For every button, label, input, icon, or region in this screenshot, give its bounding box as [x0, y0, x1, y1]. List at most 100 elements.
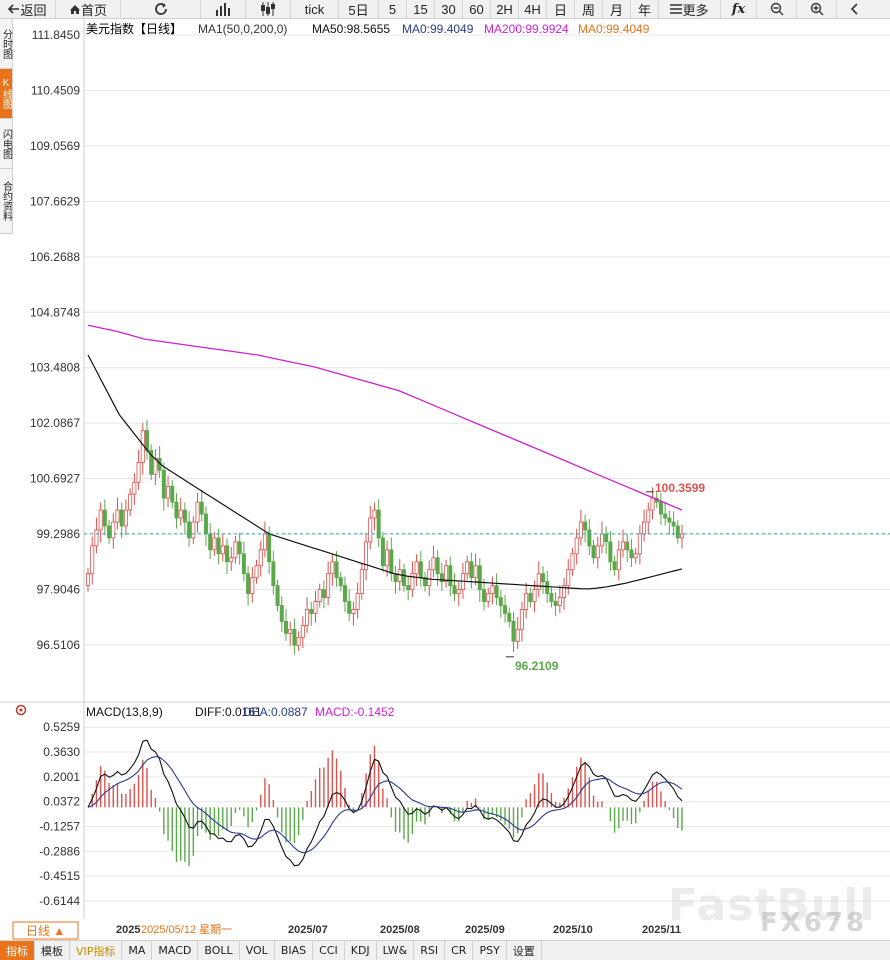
5day-button[interactable]: 5日	[339, 0, 379, 18]
candle-body	[646, 509, 651, 523]
x-tick-label: 2025/11	[642, 924, 681, 936]
candle-body	[658, 501, 663, 515]
candle-body	[229, 557, 234, 563]
candle-body	[376, 509, 381, 539]
5min-button[interactable]: 5	[379, 0, 407, 18]
tab-indicators[interactable]: 指标	[0, 941, 35, 960]
chart-title: 美元指数【日线】	[86, 21, 182, 36]
candle-body	[149, 450, 154, 475]
candle-body	[439, 573, 444, 583]
candle-button[interactable]	[246, 0, 291, 18]
candle-body	[309, 609, 314, 614]
4h-button[interactable]: 4H	[519, 0, 547, 18]
refresh-button[interactable]	[121, 0, 201, 18]
tab-vol[interactable]: VOL	[240, 941, 275, 960]
candle-body	[452, 585, 457, 594]
price-tick-label: 102.0867	[30, 416, 80, 430]
15min-label: 15	[413, 1, 428, 17]
candle-body	[490, 585, 495, 594]
candle-body	[566, 569, 571, 587]
tab-boll[interactable]: BOLL	[198, 941, 240, 960]
candle-body	[359, 569, 364, 594]
zoom-in-button[interactable]	[797, 0, 837, 18]
diff-line	[87, 739, 683, 867]
ma1-legend: MA1(50,0,200,0)	[198, 22, 287, 36]
15min-button[interactable]: 15	[407, 0, 435, 18]
tick-button[interactable]: tick	[291, 0, 339, 18]
60min-button[interactable]: 60	[463, 0, 491, 18]
tab-bias[interactable]: BIAS	[275, 941, 314, 960]
formula-icon: fx	[731, 1, 746, 17]
candle-body	[444, 565, 449, 583]
tab-kdj[interactable]: KDJ	[345, 941, 377, 960]
tab-template[interactable]: 模板	[35, 941, 70, 960]
macd-tick-label: -0.6144	[39, 894, 80, 908]
candle-body	[296, 636, 301, 646]
nav-button[interactable]	[837, 0, 873, 18]
x-tick-label: 2025	[116, 924, 140, 936]
tab-psy[interactable]: PSY	[473, 941, 507, 960]
price-chart[interactable]: 111.8450 110.4509 109.0569 107.6629 106.2688…	[0, 19, 890, 940]
period-box[interactable]	[12, 921, 79, 940]
zoom-out-icon	[770, 2, 783, 16]
candle-body	[300, 624, 305, 638]
candle-body	[241, 553, 246, 575]
candle-body	[473, 565, 478, 579]
candle-body	[271, 561, 276, 587]
sidebar-item-kline[interactable]: K线图	[0, 69, 12, 119]
candle-body	[212, 537, 217, 551]
day-label: 日	[553, 2, 567, 18]
candle-body	[427, 569, 432, 587]
tab-vip[interactable]: VIP指标	[70, 941, 123, 960]
year-button[interactable]: 年	[631, 0, 659, 18]
candle-body	[267, 533, 272, 563]
candle-body	[507, 613, 512, 622]
tab-rsi[interactable]: RSI	[414, 941, 446, 960]
period-label[interactable]: 日线 ▲	[26, 924, 65, 938]
candle-body	[629, 549, 634, 559]
candle-body	[406, 585, 411, 590]
candle-body	[616, 549, 621, 571]
month-button[interactable]: 月	[603, 0, 631, 18]
candle-body	[612, 561, 617, 571]
tab-cci[interactable]: CCI	[313, 941, 345, 960]
home-button[interactable]: 首页	[56, 0, 121, 18]
candle-body	[583, 521, 588, 531]
sidebar-item-flash[interactable]: 闪电图	[0, 119, 12, 169]
day-button[interactable]: 日	[547, 0, 575, 18]
week-button[interactable]: 周	[575, 0, 603, 18]
back-button[interactable]: 返回	[0, 0, 56, 18]
zoom-out-button[interactable]	[757, 0, 797, 18]
bar-chart-button[interactable]	[201, 0, 246, 18]
macd-tick-label: -0.1257	[39, 820, 80, 834]
candle-body	[166, 485, 171, 499]
candle-body	[233, 541, 238, 559]
tab-ma[interactable]: MA	[122, 941, 153, 960]
more-button[interactable]: 更多	[659, 0, 721, 18]
candle-body	[364, 541, 369, 571]
candle-body	[536, 573, 541, 590]
candle-body	[123, 509, 128, 527]
sidebar-item-timeshare[interactable]: 分时图	[0, 19, 12, 69]
candle-body	[625, 541, 630, 551]
price-tick-label: 111.8450	[32, 28, 81, 42]
tab-macd[interactable]: MACD	[152, 941, 199, 960]
candle-body	[477, 565, 482, 590]
formula-button[interactable]: fx	[721, 0, 757, 18]
candle-body	[262, 533, 267, 551]
candle-body	[258, 549, 263, 567]
candle-body	[570, 553, 575, 571]
macd-tick-label: 0.5259	[43, 720, 80, 734]
tab-lw[interactable]: LW&	[377, 941, 415, 960]
candles	[86, 419, 685, 658]
sidebar-item-contract-info[interactable]: 合约资料	[0, 169, 12, 234]
tick-label: tick	[304, 1, 325, 17]
candle-body	[368, 517, 373, 543]
tab-settings[interactable]: 设置	[507, 941, 542, 960]
tab-cr[interactable]: CR	[445, 941, 474, 960]
menu-icon	[670, 4, 683, 14]
macd-settings-icon[interactable]	[15, 704, 27, 716]
2h-button[interactable]: 2H	[491, 0, 519, 18]
candle-body	[174, 501, 179, 519]
30min-button[interactable]: 30	[435, 0, 463, 18]
